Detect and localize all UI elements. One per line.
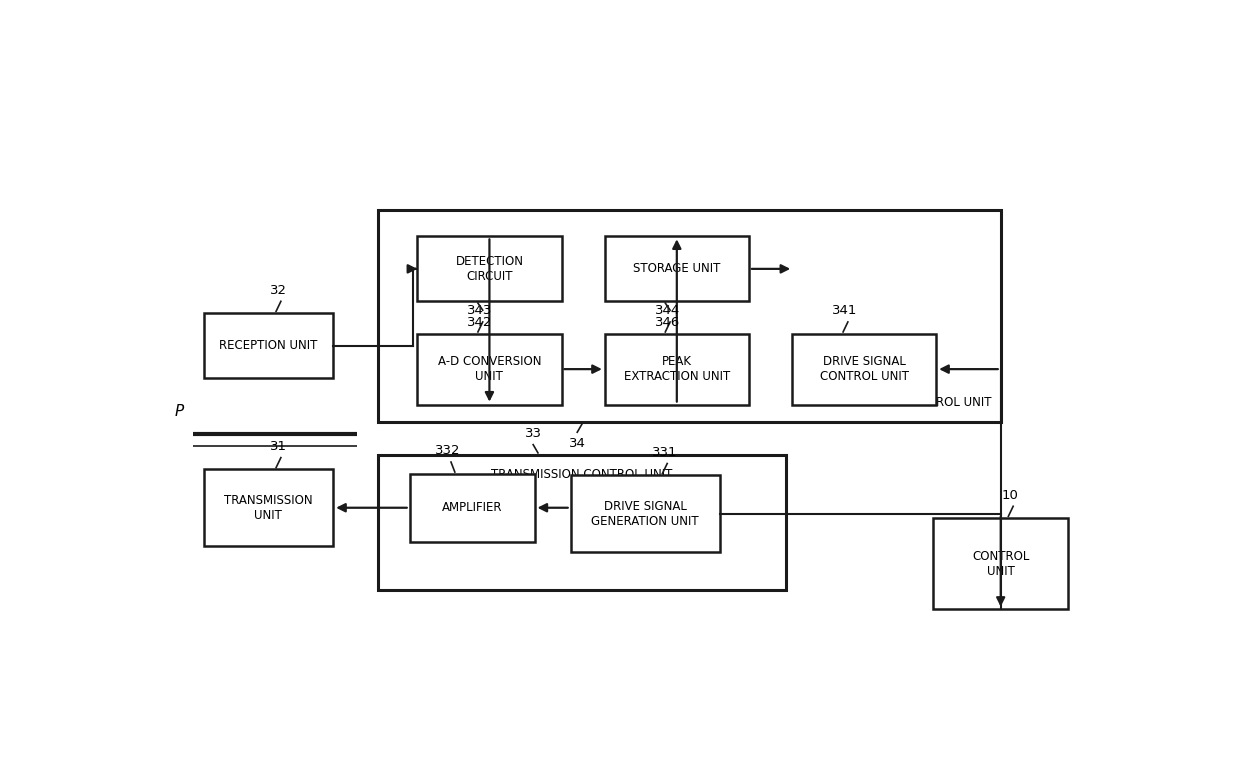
Text: 331: 331 <box>651 446 677 459</box>
Bar <box>418 334 562 404</box>
Text: 342: 342 <box>467 316 492 329</box>
Text: AMPLIFIER: AMPLIFIER <box>441 501 502 514</box>
Bar <box>378 455 786 591</box>
Text: A-D CONVERSION
UNIT: A-D CONVERSION UNIT <box>438 355 541 383</box>
Bar <box>409 474 534 542</box>
Bar <box>605 237 749 301</box>
Text: STORAGE UNIT: STORAGE UNIT <box>634 263 720 275</box>
Bar <box>792 334 936 404</box>
Text: 346: 346 <box>655 316 680 329</box>
Text: 343: 343 <box>467 304 492 317</box>
Text: TRANSMISSION CONTROL UNIT: TRANSMISSION CONTROL UNIT <box>491 467 673 480</box>
Text: 344: 344 <box>655 304 680 317</box>
Bar <box>378 210 1001 422</box>
Text: DRIVE SIGNAL
GENERATION UNIT: DRIVE SIGNAL GENERATION UNIT <box>591 499 699 528</box>
Text: 34: 34 <box>569 437 585 450</box>
Text: DRIVE SIGNAL
CONTROL UNIT: DRIVE SIGNAL CONTROL UNIT <box>820 355 909 383</box>
Text: 32: 32 <box>269 283 286 296</box>
Text: 33: 33 <box>525 427 542 440</box>
Text: 31: 31 <box>269 440 286 453</box>
Text: 341: 341 <box>832 304 858 317</box>
Bar <box>418 237 562 301</box>
Text: P: P <box>175 404 184 419</box>
Bar <box>203 313 334 378</box>
Bar <box>203 470 334 546</box>
Text: TRANSMISSION
UNIT: TRANSMISSION UNIT <box>224 494 312 522</box>
Bar <box>570 475 719 552</box>
Text: 332: 332 <box>435 444 461 457</box>
Text: 10: 10 <box>1002 489 1019 502</box>
Text: PEAK
EXTRACTION UNIT: PEAK EXTRACTION UNIT <box>624 355 730 383</box>
Text: CONTROL
UNIT: CONTROL UNIT <box>972 550 1029 578</box>
Bar <box>605 334 749 404</box>
Text: DETECTION
CIRCUIT: DETECTION CIRCUIT <box>455 255 523 283</box>
Text: RECEPTION CONTROL UNIT: RECEPTION CONTROL UNIT <box>832 396 991 409</box>
Bar <box>934 518 1068 610</box>
Text: RECEPTION UNIT: RECEPTION UNIT <box>219 339 317 352</box>
